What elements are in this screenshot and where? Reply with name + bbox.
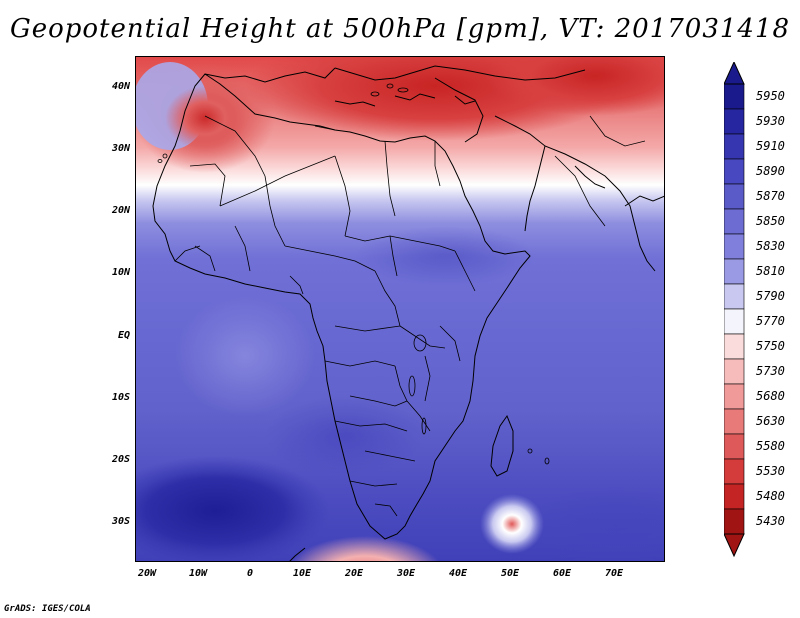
coastlines xyxy=(152,65,665,562)
y-tick-label: EQ xyxy=(117,330,130,341)
colorbar-box xyxy=(724,408,745,435)
colorbar-box xyxy=(724,333,745,360)
colorbar-label: 5850 xyxy=(756,213,785,228)
colorbar-label: 5790 xyxy=(756,288,785,303)
colorbar-top-arrow xyxy=(724,62,745,85)
colorbar-box xyxy=(724,183,745,210)
colorbar-label: 5870 xyxy=(756,188,785,203)
colorbar-label: 5730 xyxy=(756,363,785,378)
x-tick-label: 60E xyxy=(552,568,572,579)
lakes-islands xyxy=(157,83,550,465)
colorbar-box xyxy=(724,383,745,410)
y-tick-label: 30N xyxy=(111,143,130,154)
colorbar-boxes xyxy=(724,83,745,535)
colorbar-box xyxy=(724,508,745,535)
colorbar-label: 5480 xyxy=(756,488,785,503)
x-tick-label: 0 xyxy=(246,568,254,579)
colorbar-box xyxy=(724,358,745,385)
y-tick-label: 10S xyxy=(111,392,130,403)
low-center-south xyxy=(290,536,440,562)
credit-text: GrADS: IGES/COLA xyxy=(4,604,91,614)
x-tick-label: 30E xyxy=(396,568,416,579)
colorbar-label: 5810 xyxy=(756,263,785,278)
high-band-east-africa xyxy=(355,226,535,286)
country-borders xyxy=(174,115,646,517)
colorbar xyxy=(724,62,745,558)
y-tick-label: 20N xyxy=(111,205,130,216)
colorbar-label: 5430 xyxy=(756,513,785,528)
colorbar-label: 5680 xyxy=(756,388,785,403)
colorbar-box xyxy=(724,283,745,310)
y-tick-label: 10N xyxy=(111,267,130,278)
y-tick-label: 20S xyxy=(111,454,130,465)
colorbar-box xyxy=(724,108,745,135)
colorbar-box xyxy=(724,158,745,185)
y-tick-label: 40N xyxy=(111,81,130,92)
y-tick-label: 30S xyxy=(111,516,130,527)
low-center-east xyxy=(485,56,665,116)
colorbar-box xyxy=(724,258,745,285)
plot-title: Geopotential Height at 500hPa [gpm], VT:… xyxy=(9,14,791,44)
low-core-northwest xyxy=(165,86,245,150)
high-center-southeast xyxy=(525,486,665,562)
colorbar-label: 5910 xyxy=(756,138,785,153)
x-tick-label: 50E xyxy=(500,568,520,579)
x-tick-label: 20W xyxy=(137,568,157,579)
gulf-of-guinea-band xyxy=(175,296,315,416)
low-center-madagascar xyxy=(480,494,544,554)
colorbar-label: 5580 xyxy=(756,438,785,453)
colorbar-label: 5890 xyxy=(756,163,785,178)
colorbar-box xyxy=(724,83,745,110)
high-center-south-central xyxy=(265,396,425,476)
high-center-southwest xyxy=(135,456,330,562)
colorbar-bottom-arrow xyxy=(724,533,745,558)
colorbar-label: 5930 xyxy=(756,113,785,128)
x-tick-label: 70E xyxy=(604,568,624,579)
colorbar-label: 5770 xyxy=(756,313,785,328)
x-tick-label: 40E xyxy=(448,568,468,579)
colorbar-label: 5830 xyxy=(756,238,785,253)
x-tick-label: 10W xyxy=(188,568,208,579)
colorbar-box xyxy=(724,208,745,235)
map-panel xyxy=(135,56,665,562)
colorbar-box xyxy=(724,433,745,460)
map-border xyxy=(135,56,665,562)
x-tick-label: 20E xyxy=(344,568,364,579)
colorbar-box xyxy=(724,458,745,485)
colorbar-box xyxy=(724,483,745,510)
colorbar-label: 5630 xyxy=(756,413,785,428)
x-tick-label: 10E xyxy=(292,568,312,579)
colorbar-box xyxy=(724,133,745,160)
colorbar-box xyxy=(724,308,745,335)
colorbar-label: 5950 xyxy=(756,88,785,103)
geopotential-map xyxy=(135,56,665,562)
colorbar-box xyxy=(724,233,745,260)
colorbar-label: 5530 xyxy=(756,463,785,478)
colorbar-label: 5750 xyxy=(756,338,785,353)
